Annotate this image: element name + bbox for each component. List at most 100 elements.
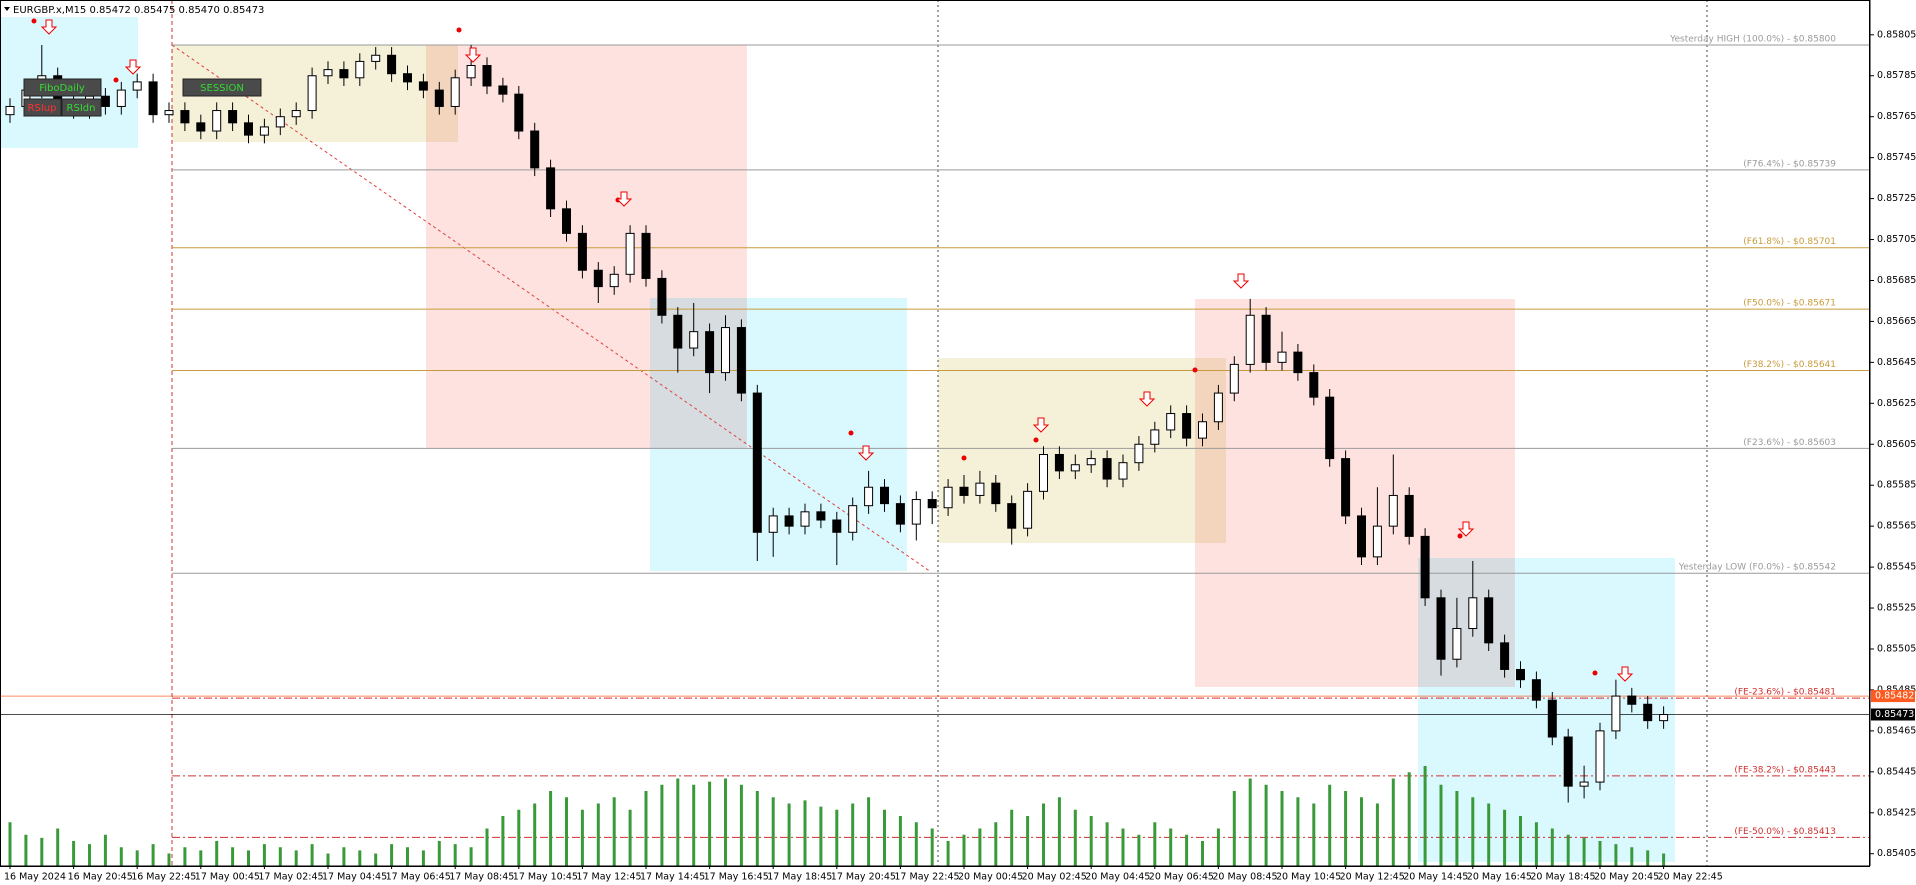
button-bg[interactable] <box>23 78 102 97</box>
candle-body <box>1102 458 1112 480</box>
button-bg[interactable] <box>182 78 262 97</box>
y-tick-label: 0.85465 <box>1877 725 1916 736</box>
candle-body <box>911 499 921 525</box>
candle-body <box>1500 642 1510 670</box>
x-tick-label: 17 May 16:45 <box>704 872 769 883</box>
x-tick-label: 20 May 20:45 <box>1594 872 1659 883</box>
y-tick-label: 0.85505 <box>1877 643 1916 654</box>
candle-body <box>641 232 651 279</box>
volume-bar <box>1582 837 1586 866</box>
volume-bar <box>771 797 775 866</box>
volume-bar <box>1216 828 1220 866</box>
volume-bar <box>88 844 91 866</box>
candle-body <box>657 277 667 316</box>
volume-bar <box>342 847 346 866</box>
volume-bar <box>1344 791 1348 866</box>
button-label[interactable]: SESSION <box>200 83 244 94</box>
price-tag-label: 0.85482 <box>1875 691 1914 702</box>
y-tick-label: 0.85785 <box>1877 70 1916 81</box>
button-label[interactable]: FiboDaily <box>39 83 85 94</box>
y-tick-label: 0.85425 <box>1877 807 1916 818</box>
candle-body <box>228 110 238 124</box>
volume-bar <box>183 847 187 866</box>
volume-bar <box>1455 791 1459 866</box>
volume-bar <box>914 822 918 866</box>
volume-bar <box>262 844 266 866</box>
volume-bar <box>358 850 362 866</box>
button-label[interactable]: RSIup <box>28 103 57 114</box>
button-bg[interactable] <box>23 98 62 117</box>
volume-bar <box>167 853 171 866</box>
volume-bar <box>708 781 712 866</box>
y-tick-label: 0.85705 <box>1877 234 1916 245</box>
candle-body <box>1547 699 1557 738</box>
candle-body <box>1659 714 1669 722</box>
x-tick-label: 17 May 04:45 <box>322 872 387 883</box>
y-tick-label: 0.85665 <box>1877 316 1916 327</box>
candle-body <box>1182 413 1192 439</box>
volume-bar <box>151 844 155 866</box>
candle-body <box>1134 443 1144 464</box>
y-tick-label: 0.85765 <box>1877 111 1916 122</box>
volume-bar <box>1550 828 1554 866</box>
candle-body <box>482 65 492 87</box>
session-box <box>938 358 1226 543</box>
candle-body <box>959 486 969 496</box>
volume-bar <box>501 816 505 866</box>
volume-bar <box>119 847 123 866</box>
y-tick-label: 0.85625 <box>1877 398 1916 409</box>
volume-bar <box>1248 778 1252 866</box>
candle-body <box>1166 413 1176 431</box>
candle-body <box>387 54 397 75</box>
volume-bar <box>1423 766 1427 866</box>
volume-bar <box>867 797 871 866</box>
candle-body <box>1023 490 1033 529</box>
button-label[interactable]: RSIdn <box>67 103 96 114</box>
volume-bar <box>8 822 12 866</box>
button-bg[interactable] <box>61 98 102 117</box>
volume-bar <box>1026 816 1030 866</box>
volume-bar <box>1566 834 1570 866</box>
y-tick-label: 0.85605 <box>1877 439 1916 450</box>
candle-body <box>1086 458 1096 466</box>
volume-bar <box>437 841 441 866</box>
volume-bar <box>1185 834 1189 866</box>
signals <box>31 18 1634 682</box>
volume-bar <box>1232 791 1236 866</box>
candle-body <box>895 503 905 525</box>
volume-bar <box>1137 834 1141 866</box>
candle-body <box>5 105 15 116</box>
signal-dot <box>1592 670 1598 676</box>
y-tick-label: 0.85545 <box>1877 562 1916 573</box>
candle-body <box>514 93 524 132</box>
level-label: (FE-50.0%) - $0.85413 <box>1734 827 1836 837</box>
volume-bar <box>406 847 409 866</box>
y-tick-label: 0.85565 <box>1877 521 1916 532</box>
x-tick-label: 17 May 02:45 <box>258 872 323 883</box>
y-tick-label: 0.85405 <box>1877 848 1916 859</box>
candles <box>5 45 1669 803</box>
candle-body <box>768 515 778 533</box>
candle-body <box>1516 668 1525 681</box>
x-tick-label: 16 May 22:45 <box>131 872 196 883</box>
volume-bar <box>469 847 473 866</box>
volume-bar <box>1296 797 1300 866</box>
volume-bar <box>1407 772 1411 866</box>
volume-bar <box>565 797 568 866</box>
candle-body <box>434 89 444 107</box>
volume-bar <box>374 853 378 866</box>
volume-bar <box>1519 816 1522 866</box>
volume-bar <box>644 791 648 866</box>
volume-bar <box>40 837 44 866</box>
volume-bar <box>692 784 696 866</box>
x-tick-label: 20 May 00:45 <box>958 872 1023 883</box>
volume-bar <box>1662 853 1666 866</box>
candle-body <box>132 81 142 91</box>
y-tick-label: 0.85585 <box>1877 480 1916 491</box>
candle-body <box>307 75 317 112</box>
volumes <box>8 766 1666 866</box>
candle-body <box>339 69 349 79</box>
candle-body <box>1341 458 1351 517</box>
